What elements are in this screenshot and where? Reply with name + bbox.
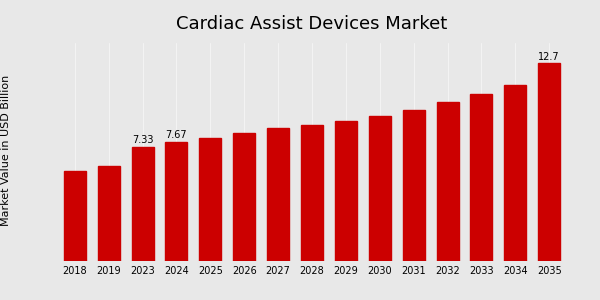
Bar [301, 125, 323, 261]
Bar [233, 133, 255, 261]
Bar [166, 142, 187, 261]
Bar [403, 110, 425, 261]
Text: 7.33: 7.33 [132, 135, 154, 145]
Text: 7.67: 7.67 [166, 130, 187, 140]
Title: Cardiac Assist Devices Market: Cardiac Assist Devices Market [176, 15, 448, 33]
Text: 12.7: 12.7 [538, 52, 560, 61]
Bar [470, 94, 493, 261]
Bar [538, 63, 560, 261]
Bar [131, 147, 154, 261]
Bar [267, 128, 289, 261]
Bar [369, 116, 391, 261]
Text: Market Value in USD Billion: Market Value in USD Billion [1, 74, 11, 226]
Bar [437, 102, 458, 261]
Bar [335, 121, 357, 261]
Bar [199, 138, 221, 261]
Bar [64, 171, 86, 261]
Bar [504, 85, 526, 261]
Bar [98, 166, 120, 261]
